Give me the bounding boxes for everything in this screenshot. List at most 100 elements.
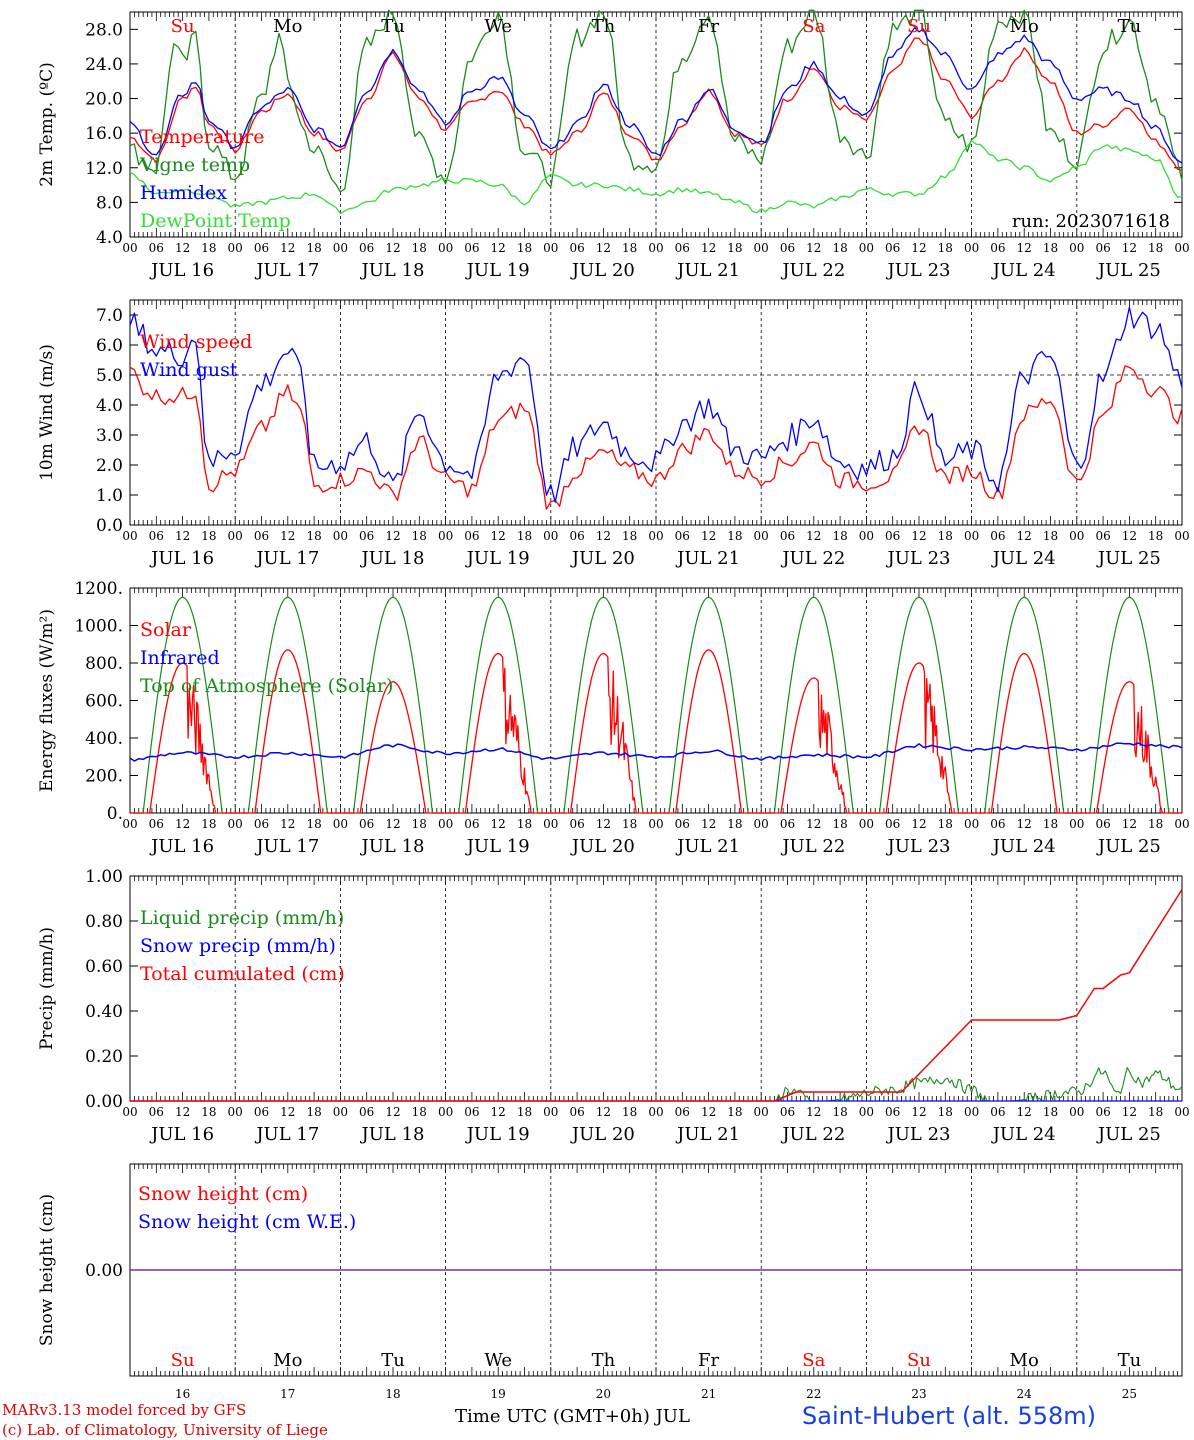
x-date-label: JUL 24	[991, 260, 1056, 281]
x-tick-label-hour: 06	[1095, 1105, 1110, 1119]
legend-entry: Total cumulated (cm)	[140, 963, 345, 985]
legend-entry: Vigne temp	[139, 154, 250, 176]
x-tick-label-hour: 12	[596, 529, 611, 543]
legend-entry: Wind speed	[140, 331, 252, 353]
x-tick-label-hour: 06	[569, 817, 584, 831]
x-tick-label-hour: 06	[1095, 241, 1110, 255]
x-tick-label-hour: 06	[569, 1105, 584, 1119]
station-name: Saint-Hubert (alt. 558m)	[802, 1402, 1097, 1430]
x-date-label: JUL 25	[1096, 548, 1161, 569]
x-tick-label-hour: 00	[1069, 529, 1084, 543]
weekday-label: We	[484, 16, 512, 37]
x-tick-label-hour: 12	[175, 241, 190, 255]
x-tick-label-hour: 12	[911, 1105, 926, 1119]
credit-line-1: MARv3.13 model forced by GFS	[2, 1401, 247, 1419]
x-tick-label-hour: 12	[596, 241, 611, 255]
x-tick-label-hour: 18	[517, 1105, 532, 1119]
x-tick-label-hour: 18	[832, 241, 847, 255]
x-date-label: JUL 17	[254, 548, 319, 569]
x-date-label: JUL 18	[360, 260, 425, 281]
x-date-label: JUL 18	[360, 1124, 425, 1145]
y-tick-label: 6.0	[96, 336, 123, 356]
x-tick-label-hour: 18	[412, 1105, 427, 1119]
x-tick-label-hour: 06	[780, 529, 795, 543]
x-tick-label-hour: 06	[1095, 529, 1110, 543]
x-tick-label-hour: 00	[1174, 1105, 1189, 1119]
x-tick-label-hour: 12	[806, 1105, 821, 1119]
x-tick-label-hour: 00	[648, 817, 663, 831]
x-tick-label-hour: 12	[491, 241, 506, 255]
x-date-label: JUL 16	[149, 548, 214, 569]
x-date-label: JUL 23	[886, 1124, 951, 1145]
x-tick-label-hour: 06	[780, 817, 795, 831]
x-date-label: JUL 20	[570, 1124, 635, 1145]
x-tick-label-hour: 18	[412, 241, 427, 255]
x-tick-label-hour: 12	[806, 529, 821, 543]
x-tick-label-hour: 06	[464, 817, 479, 831]
x-tick-label-hour: 12	[911, 817, 926, 831]
x-tick-label-hour: 12	[175, 817, 190, 831]
x-tick-label-hour: 00	[438, 241, 453, 255]
x-tick-label-hour: 06	[149, 241, 164, 255]
day-number-label: 20	[596, 1387, 611, 1401]
y-tick-label: 0.80	[85, 912, 123, 932]
series-line-solar	[130, 649, 1182, 814]
x-tick-label-hour: 12	[175, 1105, 190, 1119]
weekday-label: Th	[592, 16, 616, 37]
y-tick-label: 20.0	[85, 90, 123, 110]
day-number-label: 18	[385, 1387, 400, 1401]
x-tick-label-hour: 12	[806, 241, 821, 255]
weekday-label: Fr	[698, 16, 719, 37]
y-axis-label: 2m Temp. (ºC)	[37, 62, 57, 187]
x-date-label: JUL 21	[675, 548, 740, 569]
x-date-label: JUL 25	[1096, 1124, 1161, 1145]
x-tick-label-hour: 18	[306, 241, 321, 255]
legend-entry: Wind gust	[140, 359, 238, 381]
x-tick-label-hour: 00	[543, 1105, 558, 1119]
legend-entry: Top of Atmosphere (Solar)	[140, 675, 393, 697]
x-tick-label-hour: 00	[228, 529, 243, 543]
series-line-wind-gust	[129, 306, 1183, 503]
x-tick-label-hour: 00	[754, 241, 769, 255]
x-tick-label-hour: 12	[1017, 817, 1032, 831]
legend-entry: Humidex	[140, 182, 227, 204]
y-tick-label: 0.00	[85, 1092, 123, 1112]
x-tick-label-hour: 00	[964, 1105, 979, 1119]
y-tick-label: 600.	[85, 692, 123, 712]
weekday-label: Su	[907, 16, 931, 37]
x-tick-label-hour: 06	[675, 529, 690, 543]
panel-frame	[129, 299, 1183, 526]
weekday-label-bottom: Su	[171, 1350, 195, 1371]
x-tick-label-hour: 06	[359, 529, 374, 543]
x-tick-label-hour: 00	[228, 817, 243, 831]
x-date-label: JUL 17	[254, 1124, 319, 1145]
x-tick-label-hour: 00	[1069, 241, 1084, 255]
x-tick-label-hour: 00	[438, 1105, 453, 1119]
x-tick-label-hour: 18	[622, 241, 637, 255]
panel-1-y-axis: 4.0 8.0 12.0 16.0 20.0 24.0 28.0 2m Temp. (ºC)	[37, 20, 1182, 248]
x-tick-label-hour: 12	[491, 817, 506, 831]
legend-entry: DewPoint Temp	[140, 210, 291, 232]
x-tick-label-hour: 00	[754, 529, 769, 543]
x-tick-label-hour: 06	[149, 529, 164, 543]
y-tick-label: 5.0	[96, 366, 123, 386]
x-tick-label-hour: 06	[464, 241, 479, 255]
x-tick-label-hour: 06	[675, 817, 690, 831]
x-tick-label-hour: 12	[1122, 241, 1137, 255]
x-tick-label-hour: 18	[727, 241, 742, 255]
y-tick-label: 12.0	[85, 159, 123, 179]
x-axis-title: Time UTC (GMT+0h) JUL	[455, 1406, 690, 1427]
x-tick-label-hour: 00	[228, 241, 243, 255]
legend-entry: Snow height (cm W.E.)	[138, 1211, 356, 1233]
x-tick-label-hour: 18	[832, 817, 847, 831]
x-date-label: JUL 21	[675, 260, 740, 281]
x-tick-label-hour: 18	[938, 529, 953, 543]
day-number-label: 22	[806, 1387, 821, 1401]
credit-line-2: (c) Lab. of Climatology, University of L…	[2, 1421, 328, 1439]
panel-5-y-axis: 0.00 Snow height (cm)	[37, 1194, 138, 1346]
y-tick-label: 7.0	[96, 306, 123, 326]
legend-entry: Snow height (cm)	[138, 1183, 308, 1205]
x-date-label: JUL 24	[991, 836, 1056, 857]
x-tick-label-hour: 00	[648, 529, 663, 543]
y-tick-label: 0.0	[96, 516, 123, 536]
